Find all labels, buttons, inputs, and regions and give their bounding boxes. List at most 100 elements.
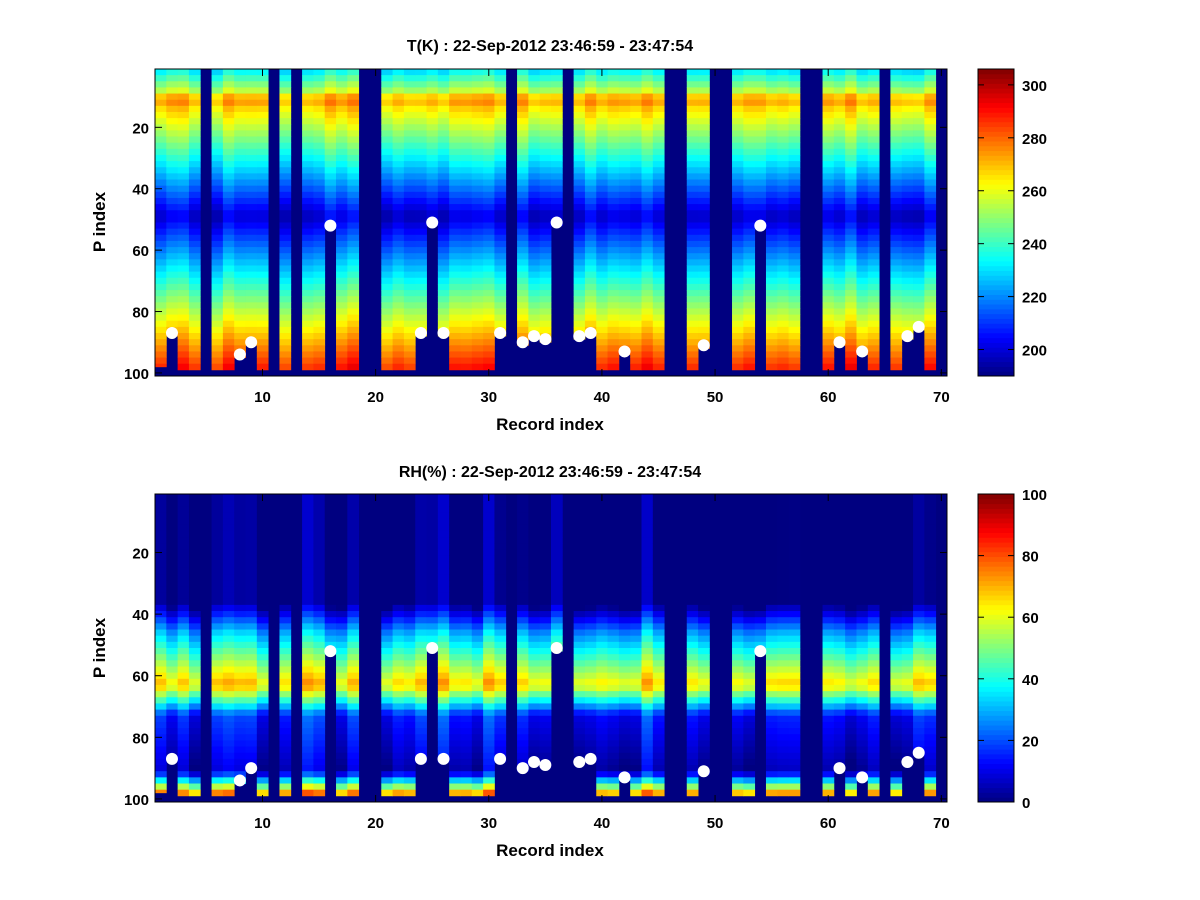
temperature-cell [313,179,326,187]
temperature-cell [471,185,484,193]
temperature-cell [279,326,292,334]
temperature-cell [924,93,937,101]
humidity-cell [788,758,801,766]
temperature-cell [822,154,835,162]
humidity-cell [528,561,541,569]
temperature-cell [732,296,744,303]
humidity-cell [177,580,190,587]
humidity-cell [686,530,699,538]
temperature-cell [856,93,869,101]
temperature-cell [777,216,789,223]
humidity-cell [686,586,699,593]
temperature-cell [913,222,925,230]
humidity-cell [494,728,507,735]
humidity-cell [539,641,552,649]
temperature-cell [732,363,744,371]
temperature-cell [732,302,744,309]
temperature-cell [573,308,586,315]
temperature-cell [336,93,348,101]
temperature-cell [483,314,495,322]
humidity-cell [471,765,484,772]
temperature-cell [177,179,190,187]
temperature-cell [449,277,461,285]
temperature-cell [618,118,631,125]
humidity-cell [698,543,710,550]
temperature-cell [211,234,224,242]
humidity-cell [302,734,314,741]
humidity-cell [630,703,642,710]
humidity-cell [732,598,744,606]
humidity-cell [302,752,314,760]
humidity-cell [234,530,246,538]
humidity-cell [313,691,326,698]
temperature-cell [607,228,620,236]
temperature-cell [256,204,269,211]
temperature-colorbar-swatch [978,140,1014,147]
temperature-cell [539,296,552,303]
temperature-cell [856,99,869,107]
temperature-cell [788,179,801,187]
humidity-cell [573,623,586,630]
temperature-cell [426,118,439,125]
humidity-cell [765,623,778,630]
temperature-cell [483,326,495,334]
temperature-cell [471,253,484,260]
humidity-cell [245,574,258,581]
humidity-cell [833,592,846,600]
humidity-cell [528,635,541,643]
humidity-cell [630,506,642,513]
temperature-cell [584,277,597,285]
temperature-cell [765,105,778,113]
humidity-cell [607,721,620,729]
humidity-cell [596,537,608,544]
temperature-cell [788,118,801,125]
temperature-cell [596,111,608,119]
temperature-cell [618,167,631,174]
temperature-cell [630,283,642,291]
humidity-cell [392,746,405,754]
humidity-cell [528,629,541,637]
temperature-cell [765,124,778,131]
humidity-cell [765,574,778,581]
temperature-cell [618,240,631,248]
temperature-cell [528,253,541,260]
humidity-cell [698,715,710,723]
temperature-cell [573,265,586,273]
temperature-cell [652,271,665,279]
temperature-cell [528,69,541,76]
humidity-cell [460,567,473,575]
temperature-cell [901,87,914,94]
humidity-cell [630,629,642,637]
temperature-cell [822,339,835,346]
temperature-cell [381,296,393,303]
humidity-cell [596,765,608,772]
humidity-cell [211,734,224,741]
humidity-cell [551,611,563,618]
temperature-cell [924,167,937,174]
humidity-cell [392,567,405,575]
humidity-profile-column [336,494,348,797]
temperature-cell [551,142,563,150]
temperature-cell [788,265,801,273]
temperature-cell [324,130,337,137]
humidity-cell [222,777,235,784]
humidity-cell [471,758,484,766]
temperature-cell [777,283,789,291]
temperature-cell [924,216,937,223]
humidity-cell [743,734,756,741]
humidity-cell [449,617,461,624]
temperature-profile-column [517,69,529,346]
humidity-cell [426,500,439,507]
temperature-cell [177,75,190,82]
temperature-cell [732,308,744,315]
humidity-cell [381,586,393,593]
temperature-cell [732,81,744,88]
humidity-cell [596,561,608,569]
humidity-cell [788,549,801,556]
humidity-cell [551,555,563,563]
temperature-cell [381,93,393,101]
humidity-cell [618,598,631,606]
humidity-cell [652,629,665,637]
temperature-cell [890,197,903,205]
humidity-cell [833,734,846,741]
